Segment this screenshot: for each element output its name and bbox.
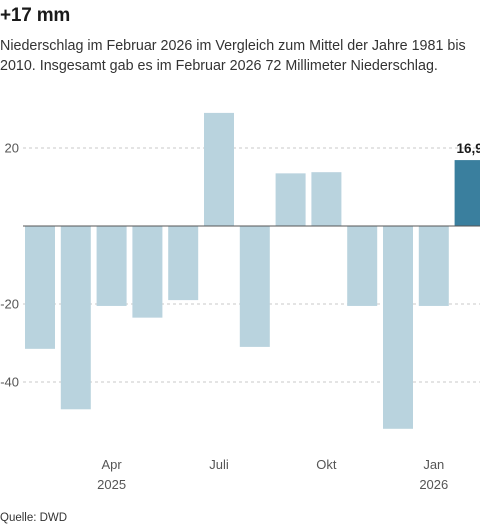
bar	[168, 226, 199, 301]
x-tick-label: Okt	[316, 457, 337, 472]
data-label: 16,9	[456, 141, 480, 156]
bar	[204, 112, 234, 226]
bar	[96, 226, 127, 306]
x-tick-label: Juli	[209, 457, 229, 472]
bar	[132, 226, 163, 318]
bar	[418, 226, 449, 306]
bar	[311, 172, 342, 226]
bar	[25, 226, 55, 349]
bar	[239, 226, 270, 347]
x-tick-label: Jan	[423, 457, 444, 472]
x-tick-year: 2025	[97, 477, 126, 492]
headline: +17 mm	[0, 5, 71, 26]
y-tick-label: 20	[5, 141, 19, 156]
x-tick-year: 2026	[419, 477, 448, 492]
subtitle: Niederschlag im Februar 2026 im Vergleic…	[0, 38, 466, 74]
source-note: Quelle: DWD	[0, 512, 68, 524]
bar	[275, 173, 306, 226]
y-tick-label: -40	[0, 375, 19, 390]
precipitation-anomaly-chart: 20 -20 -40 16,9 Apr 2025 Juli Okt Jan 2026	[0, 112, 480, 492]
x-tick-label: Apr	[101, 457, 122, 472]
y-tick-label: -20	[0, 297, 19, 312]
bar	[347, 226, 378, 306]
bar	[454, 160, 480, 226]
bar	[383, 226, 413, 429]
bar	[60, 226, 91, 410]
